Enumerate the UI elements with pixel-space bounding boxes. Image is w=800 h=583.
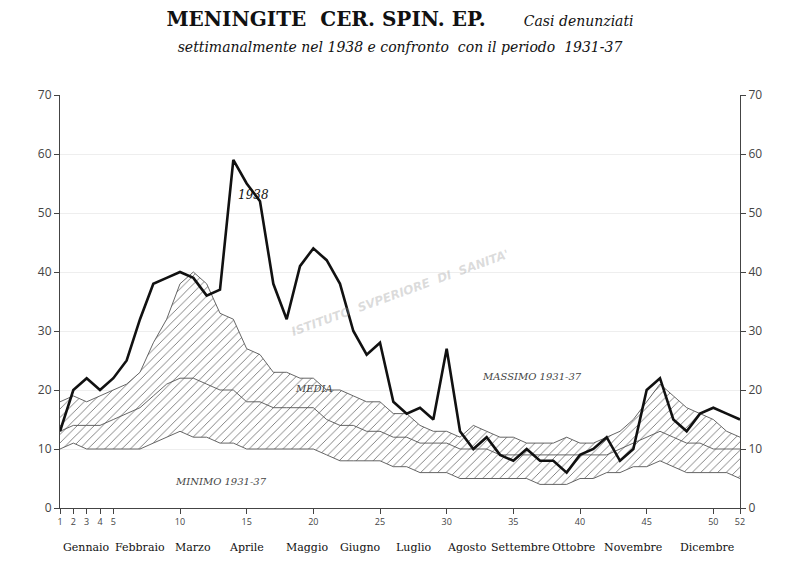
svg-text:20: 20 [38, 381, 52, 398]
svg-text:Agosto: Agosto [447, 541, 487, 554]
svg-text:Febbraio: Febbraio [115, 541, 165, 554]
svg-text:Novembre: Novembre [604, 541, 662, 554]
svg-text:20: 20 [748, 381, 762, 398]
svg-text:Gennaio: Gennaio [63, 541, 110, 554]
svg-text:Dicembre: Dicembre [680, 541, 734, 554]
svg-text:30: 30 [442, 515, 452, 528]
svg-text:4: 4 [97, 515, 102, 528]
svg-text:MINIMO 1931-37: MINIMO 1931-37 [175, 476, 267, 487]
svg-text:3: 3 [84, 515, 89, 528]
svg-text:Marzo: Marzo [175, 541, 211, 554]
svg-text:MASSIMO 1931-37: MASSIMO 1931-37 [482, 371, 582, 382]
svg-text:25: 25 [375, 515, 385, 528]
svg-text:52: 52 [735, 515, 745, 528]
svg-text:40: 40 [575, 515, 585, 528]
svg-text:1938: 1938 [238, 188, 269, 202]
svg-text:Maggio: Maggio [286, 541, 328, 554]
svg-text:0: 0 [748, 499, 755, 516]
svg-text:60: 60 [38, 145, 52, 162]
svg-text:Giugno: Giugno [340, 541, 381, 554]
svg-text:15: 15 [242, 515, 252, 528]
svg-text:60: 60 [748, 145, 762, 162]
svg-text:MENINGITE CER. SPIN. EP.: MENINGITE CER. SPIN. EP. Casi denunziati… [166, 7, 633, 55]
svg-text:50: 50 [748, 204, 762, 221]
svg-text:10: 10 [748, 440, 762, 457]
svg-text:10: 10 [38, 440, 52, 457]
svg-text:35: 35 [508, 515, 518, 528]
svg-text:Luglio: Luglio [396, 541, 431, 554]
svg-text:2: 2 [71, 515, 76, 528]
svg-text:Aprile: Aprile [229, 541, 264, 554]
svg-text:40: 40 [748, 263, 762, 280]
svg-text:MEDIA: MEDIA [295, 383, 333, 394]
svg-text:Ottobre: Ottobre [552, 541, 595, 554]
svg-text:40: 40 [38, 263, 52, 280]
svg-text:0: 0 [45, 499, 52, 516]
svg-text:1: 1 [57, 515, 62, 528]
svg-text:50: 50 [708, 515, 718, 528]
svg-text:20: 20 [308, 515, 318, 528]
svg-text:70: 70 [748, 86, 762, 103]
svg-text:10: 10 [175, 515, 185, 528]
svg-text:30: 30 [748, 322, 762, 339]
svg-text:30: 30 [38, 322, 52, 339]
svg-text:50: 50 [38, 204, 52, 221]
svg-text:5: 5 [111, 515, 116, 528]
svg-text:ISTITUTO SVPERIORE DI SANIT: ISTITUTO SVPERIORE DI SANITA' [289, 247, 510, 339]
svg-text:Settembre: Settembre [491, 541, 550, 554]
svg-text:70: 70 [38, 86, 52, 103]
svg-text:45: 45 [642, 515, 652, 528]
